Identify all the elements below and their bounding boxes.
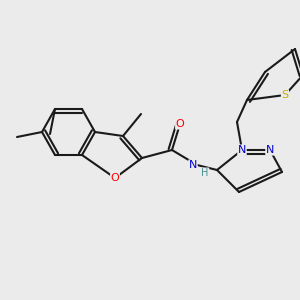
Text: O: O: [176, 119, 184, 129]
Text: S: S: [281, 90, 289, 100]
Text: N: N: [266, 145, 274, 155]
Text: H: H: [201, 168, 209, 178]
Text: O: O: [111, 173, 119, 183]
Text: N: N: [238, 145, 246, 155]
Text: N: N: [189, 160, 197, 170]
